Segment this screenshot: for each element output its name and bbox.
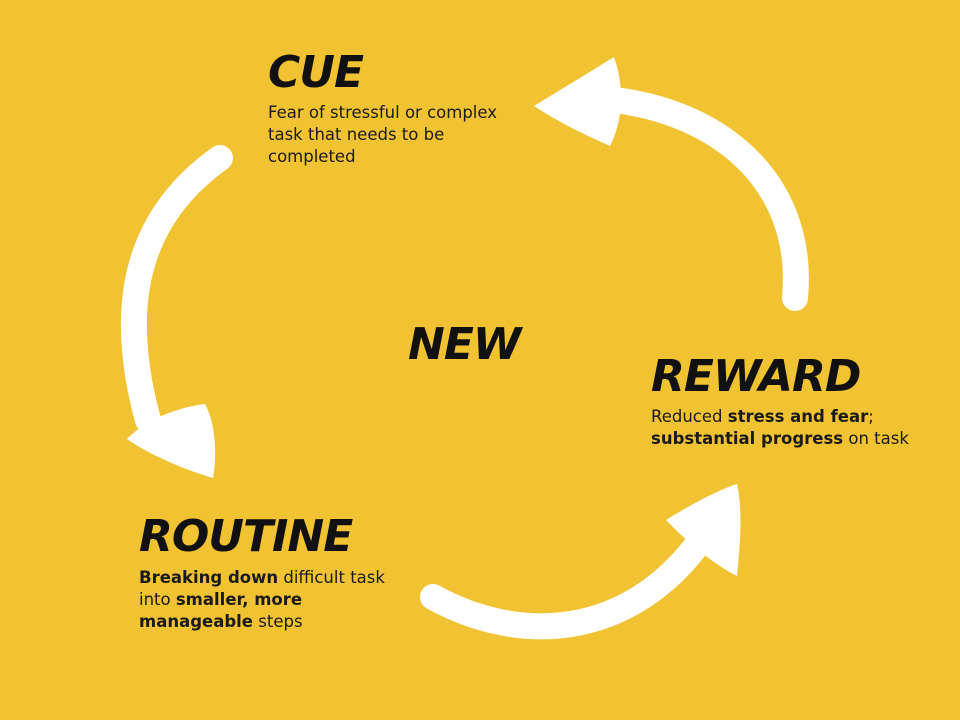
center-label: NEW [408, 319, 521, 370]
routine-desc-emphasis: Breaking down [139, 568, 279, 587]
reward-desc-text: on task [843, 429, 909, 448]
routine-desc-emphasis: smaller, more manageable [139, 590, 303, 631]
reward-description: Reduced stress and fear; substantial pro… [651, 406, 941, 450]
reward-desc-emphasis: stress and fear [727, 407, 869, 426]
reward-desc-text: Reduced [651, 407, 728, 426]
routine-desc-text: difficult task into [139, 568, 385, 609]
routine-heading: ROUTINE [139, 511, 353, 562]
routine-to-reward-arrow [420, 484, 741, 640]
cue-to-routine-arrow [120, 145, 233, 478]
cue-description: Fear of stressful or complex task that n… [268, 103, 498, 166]
cue-heading: CUE [268, 47, 364, 98]
routine-description: Breaking down difficult task into smalle… [139, 567, 399, 633]
reward-desc-text: ; [868, 407, 874, 426]
reward-desc-emphasis: substantial progress [651, 429, 844, 448]
reward-to-cue-arrow [534, 57, 809, 311]
routine-desc-text: steps [253, 612, 303, 631]
reward-heading: REWARD [651, 351, 861, 402]
